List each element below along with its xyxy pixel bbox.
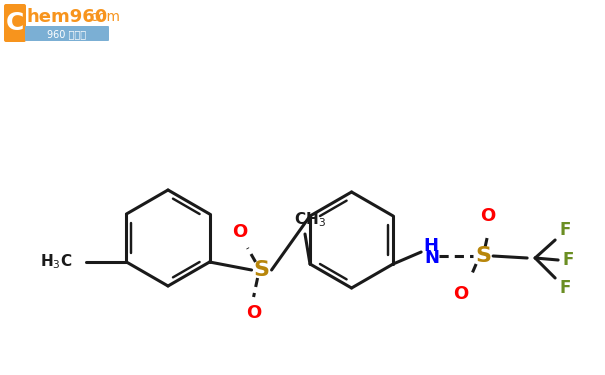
Text: S: S xyxy=(475,246,491,266)
Text: CH$_3$: CH$_3$ xyxy=(294,211,326,230)
Text: N: N xyxy=(425,249,440,267)
Text: C: C xyxy=(6,11,24,35)
Text: O: O xyxy=(454,285,469,303)
Text: O: O xyxy=(480,207,495,225)
Text: O: O xyxy=(232,223,247,241)
Text: H: H xyxy=(424,237,439,255)
Text: F: F xyxy=(560,221,571,239)
Text: O: O xyxy=(246,304,261,322)
Text: S: S xyxy=(253,260,270,280)
Text: H$_3$C: H$_3$C xyxy=(40,253,73,272)
Text: F: F xyxy=(563,251,574,269)
Text: 960 化工网: 960 化工网 xyxy=(47,29,87,39)
FancyBboxPatch shape xyxy=(25,26,109,41)
FancyBboxPatch shape xyxy=(4,4,26,42)
Text: F: F xyxy=(560,279,571,297)
Text: hem960: hem960 xyxy=(27,8,108,26)
Text: .com: .com xyxy=(87,10,121,24)
